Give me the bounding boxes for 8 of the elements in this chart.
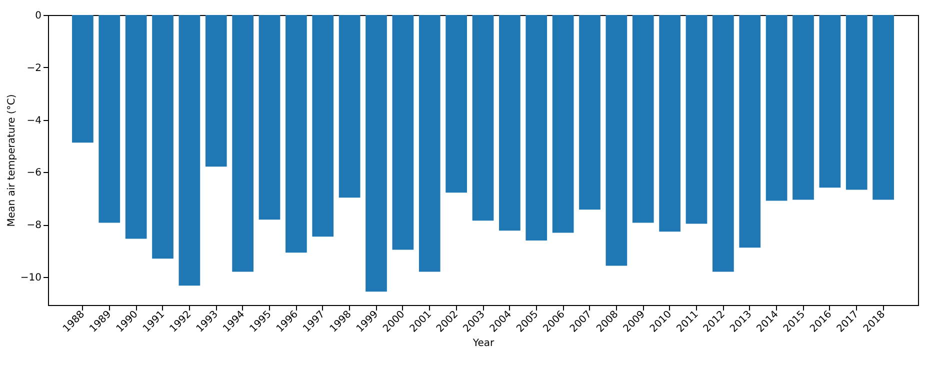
y-tick-label: −4 <box>26 115 42 126</box>
y-axis-title: Mean air temperature (°C) <box>6 94 18 227</box>
y-tick-label: −8 <box>26 220 42 232</box>
y-tick-label: 0 <box>35 10 42 22</box>
x-axis-title: Year <box>472 338 495 350</box>
y-tick-label: −2 <box>26 62 42 74</box>
y-tick-label: −6 <box>26 168 42 179</box>
y-tick-label: −10 <box>20 272 42 284</box>
